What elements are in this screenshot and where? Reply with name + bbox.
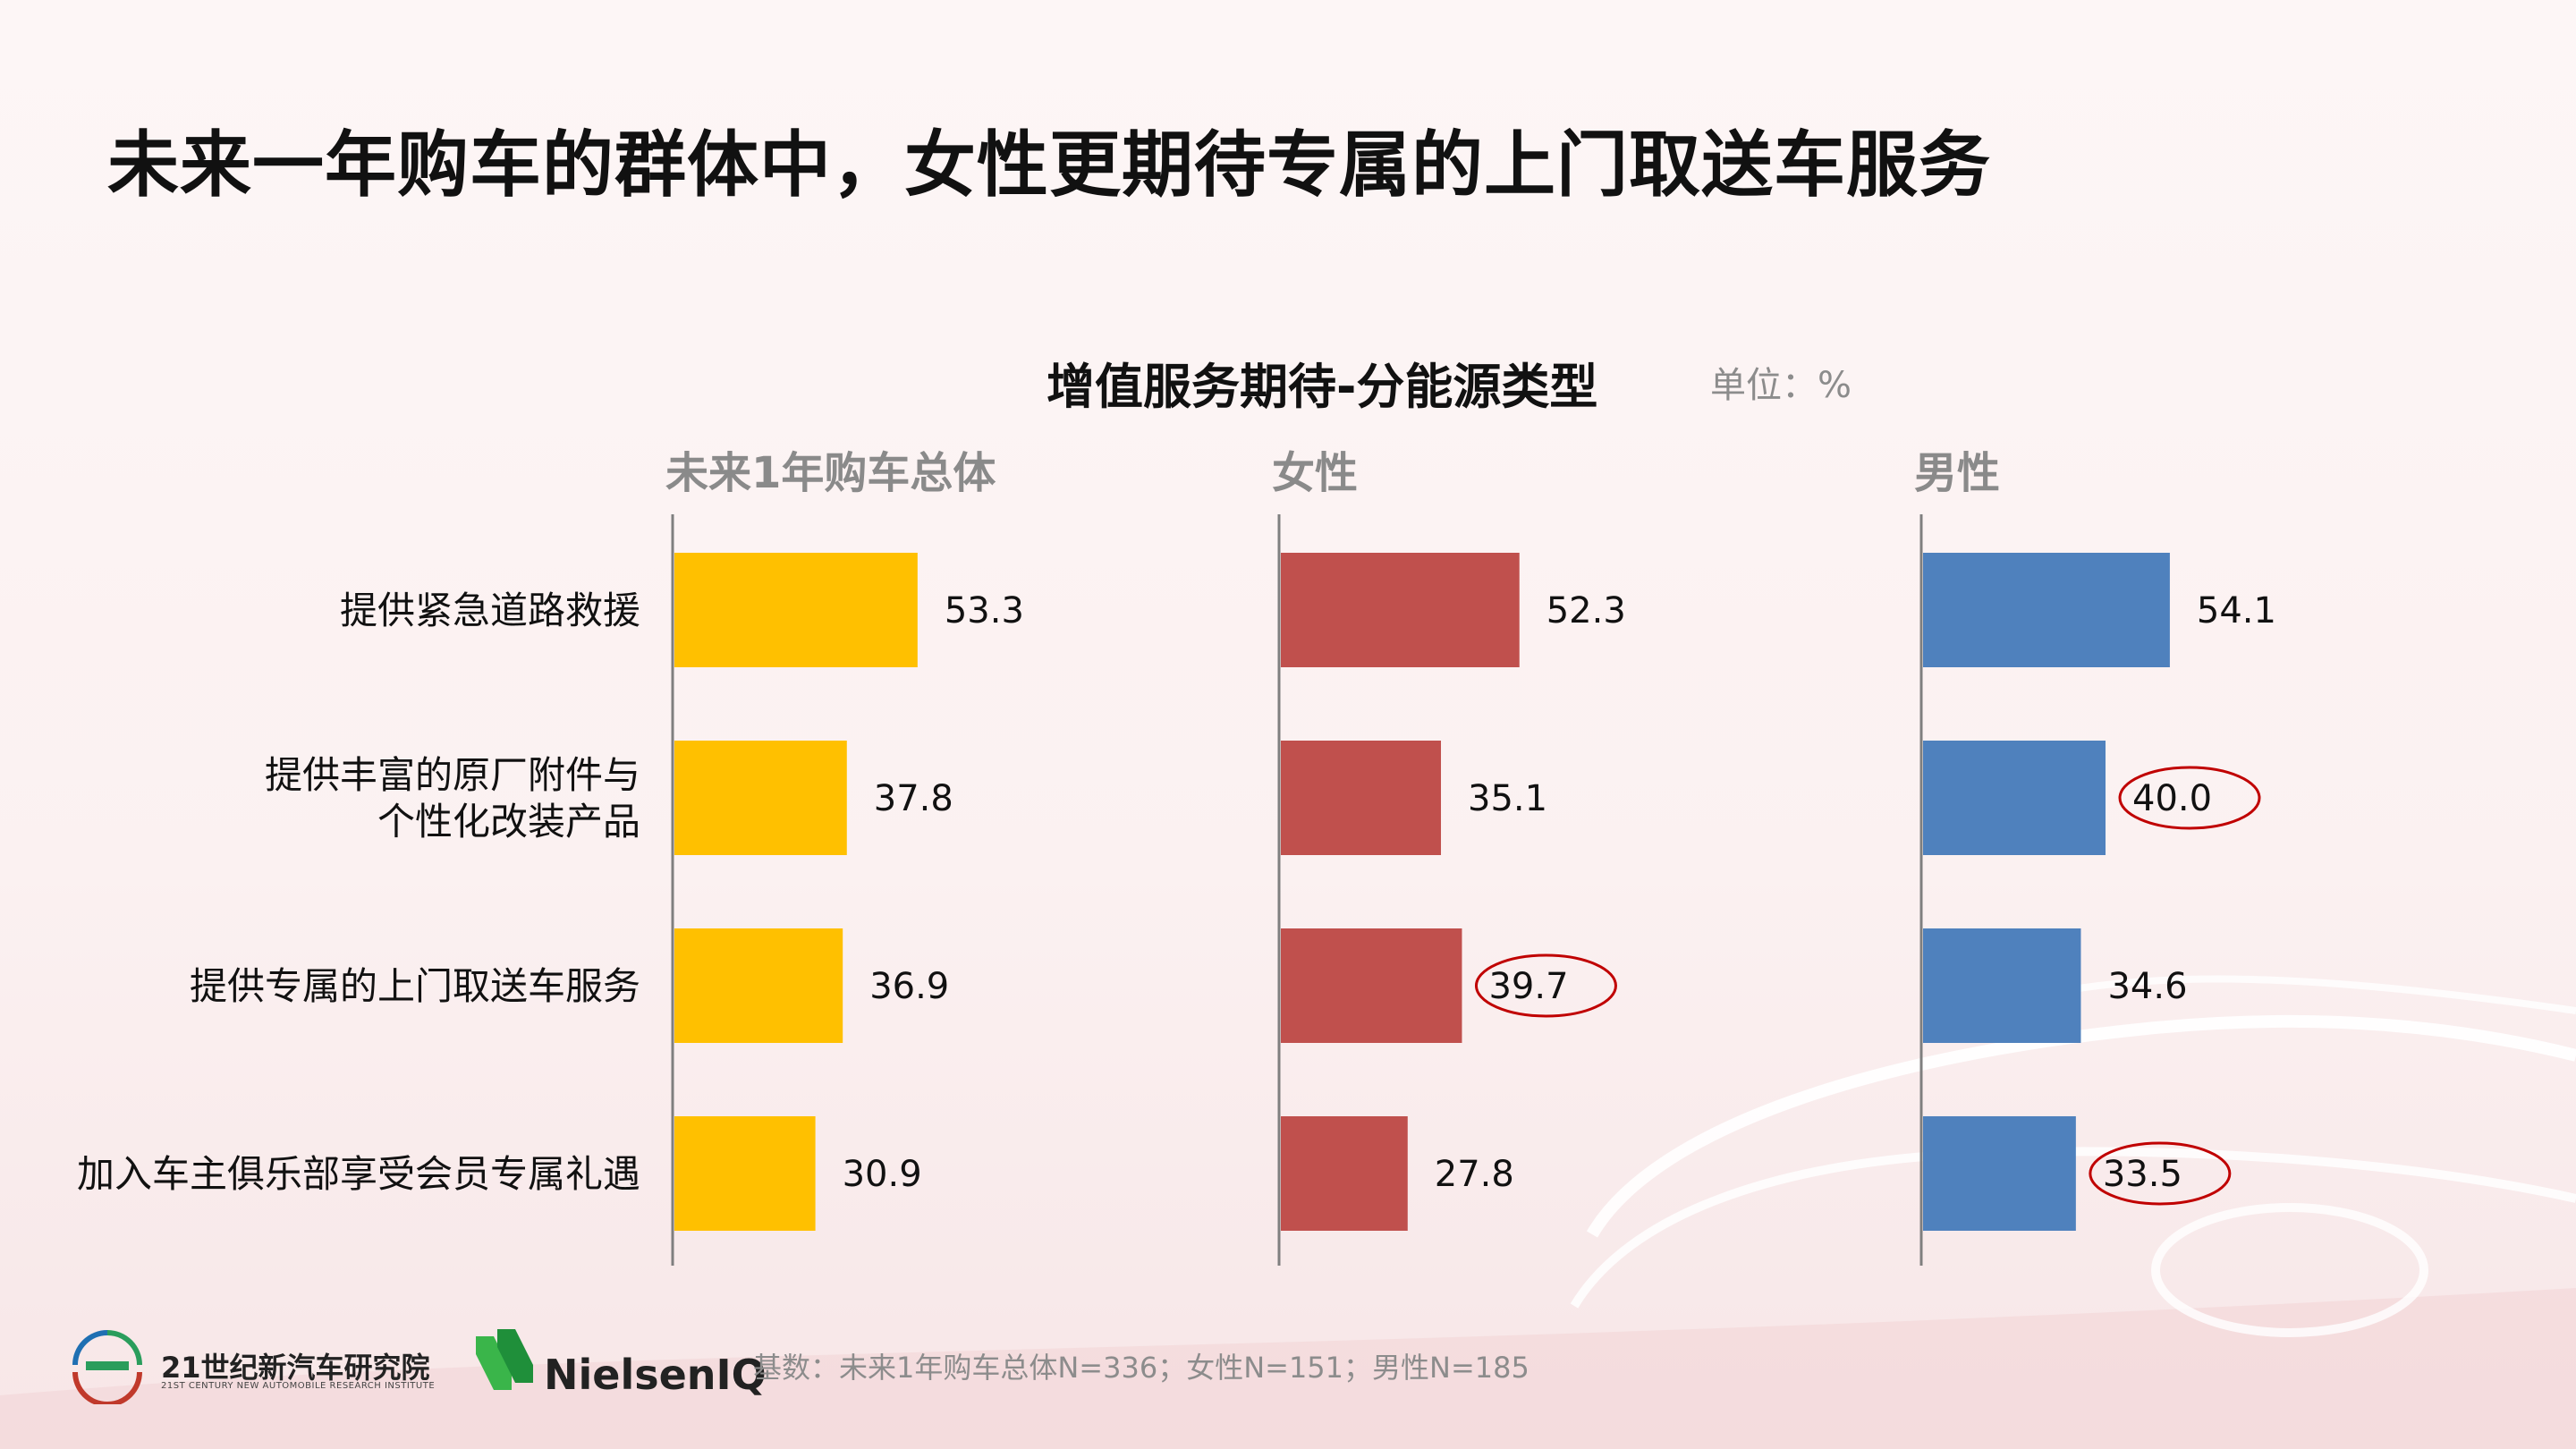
bar xyxy=(674,1116,816,1231)
bar xyxy=(1923,741,2106,855)
institute-english-name: 21ST CENTURY NEW AUTOMOBILE RESEARCH INS… xyxy=(161,1381,436,1391)
nielseniq-wordmark: NielsenIQ xyxy=(544,1351,767,1399)
nielseniq-mark-icon xyxy=(476,1329,533,1390)
institute-emblem-icon xyxy=(72,1330,142,1407)
page-title: 未来一年购车的群体中，女性更期待专属的上门取送车服务 xyxy=(107,123,1991,207)
nielseniq-logo: NielsenIQ xyxy=(472,1324,776,1404)
data-label: 34.6 xyxy=(2107,966,2187,1007)
data-label: 37.8 xyxy=(874,778,953,819)
data-label: 40.0 xyxy=(2132,778,2212,819)
panel-title: 未来1年购车总体 xyxy=(665,448,996,498)
chart-title: 增值服务期待-分能源类型 xyxy=(1046,359,1598,415)
data-label: 36.9 xyxy=(869,966,949,1007)
bar xyxy=(1281,928,1462,1043)
panel-title: 男性 xyxy=(1914,448,2000,498)
category-label: 提供丰富的原厂附件与 xyxy=(265,753,640,797)
bar xyxy=(1281,741,1442,855)
bar xyxy=(1923,553,2170,667)
research-institute-logo: 21世纪新汽车研究院 21ST CENTURY NEW AUTOMOBILE R… xyxy=(63,1324,438,1407)
category-label: 提供专属的上门取送车服务 xyxy=(190,964,640,1008)
bar xyxy=(674,928,843,1043)
bar xyxy=(674,553,918,667)
data-label: 39.7 xyxy=(1488,966,1568,1007)
sample-base-note: 基数：未来1年购车总体N=336；女性N=151；男性N=185 xyxy=(753,1351,1530,1385)
bar xyxy=(1281,553,1520,667)
institute-name: 21世纪新汽车研究院 xyxy=(161,1351,430,1385)
highlight-circle xyxy=(2118,766,2261,830)
highlight-circle xyxy=(1474,953,1617,1018)
bar xyxy=(1281,1116,1408,1231)
data-label: 54.1 xyxy=(2197,590,2276,631)
data-label: 52.3 xyxy=(1546,590,1626,631)
data-label: 53.3 xyxy=(945,590,1024,631)
category-label: 个性化改装产品 xyxy=(377,800,640,843)
data-label: 33.5 xyxy=(2103,1154,2182,1195)
bar xyxy=(1923,928,2081,1043)
data-label: 27.8 xyxy=(1435,1154,1514,1195)
category-label: 加入车主俱乐部享受会员专属礼遇 xyxy=(77,1152,640,1196)
highlight-circle xyxy=(2089,1141,2232,1206)
bar xyxy=(1923,1116,2076,1231)
data-label: 30.9 xyxy=(843,1154,922,1195)
category-label: 提供紧急道路救援 xyxy=(340,589,640,632)
bar xyxy=(674,741,847,855)
data-label: 35.1 xyxy=(1468,778,1547,819)
panel-title: 女性 xyxy=(1272,448,1358,498)
unit-label: 单位：% xyxy=(1710,365,1852,406)
